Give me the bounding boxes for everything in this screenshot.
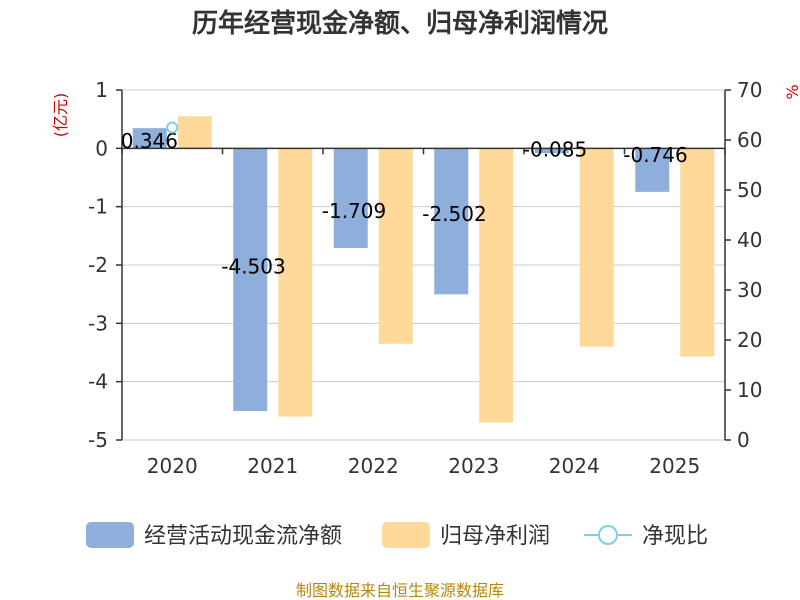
y-left-unit: (亿元) [51,93,70,138]
ratio-point [166,121,179,134]
bar-net-profit [278,148,313,417]
legend-ratio: 净现比 [584,524,708,549]
x-tick-label: 2024 [549,454,600,478]
data-label: -4.503 [221,255,285,279]
bar-operating-cash-flow [132,128,167,149]
bar-net-profit [479,148,514,423]
legend-operating-cash-flow: 经营活动现金流净额 [86,522,342,549]
y-right-tick-label: 50 [737,178,762,202]
y-right-tick-label: 70 [737,78,762,102]
y-left-tick-label: 0 [95,136,108,160]
chart-title: 历年经营现金净额、归母净利润情况 [192,8,608,39]
source-note: 制图数据来自恒生聚源数据库 [296,581,504,600]
bar-operating-cash-flow [434,148,469,295]
data-label: 0.346 [121,129,178,153]
legend-label: 经营活动现金流净额 [144,524,342,549]
legend-swatch [382,522,430,548]
legend-swatch [86,522,134,548]
bar-net-profit [579,148,614,347]
legend-label: 净现比 [642,524,708,549]
x-tick-label: 2025 [649,454,700,478]
data-label: -2.502 [422,202,486,226]
x-tick-label: 2021 [247,454,298,478]
bar-operating-cash-flow [534,148,569,154]
bar-operating-cash-flow [635,148,670,192]
y-right-tick-label: 0 [737,428,750,452]
legend-label: 归母净利润 [440,524,550,549]
y-left-tick-label: -1 [88,195,108,219]
y-right-tick-label: 30 [737,278,762,302]
y-right-unit: % [783,84,800,99]
y-right-tick-label: 60 [737,128,762,152]
legend: 经营活动现金流净额 归母净利润 净现比 [86,522,708,549]
bar-operating-cash-flow [233,148,268,412]
ratio-line [166,121,179,134]
x-tick-label: 2023 [448,454,499,478]
y-left-tick-label: -2 [88,253,108,277]
bar-net-profit [680,148,715,357]
y-right-tick-label: 10 [737,378,762,402]
data-label: -1.709 [322,199,386,223]
bars [132,116,715,423]
data-labels: 0.346 -4.503 -1.709 -2.502 -0.085 -0.746 [121,129,688,278]
y-right-tick-label: 40 [737,228,762,252]
y-left-tick-label: -5 [88,428,108,452]
bar-net-profit [177,116,212,149]
legend-marker [598,525,618,545]
data-label: -0.746 [623,143,687,167]
y-left-tick-label: -4 [88,370,108,394]
x-tick-label: 2020 [147,454,198,478]
bar-operating-cash-flow [333,148,368,249]
y-right-tick-label: 20 [737,328,762,352]
bar-net-profit [378,148,413,344]
y-left-tick-label: -3 [88,311,108,335]
legend-net-profit: 归母净利润 [382,522,550,549]
data-label: -0.085 [523,137,587,161]
y-left-tick-label: 1 [95,78,108,102]
x-tick-label: 2022 [348,454,399,478]
